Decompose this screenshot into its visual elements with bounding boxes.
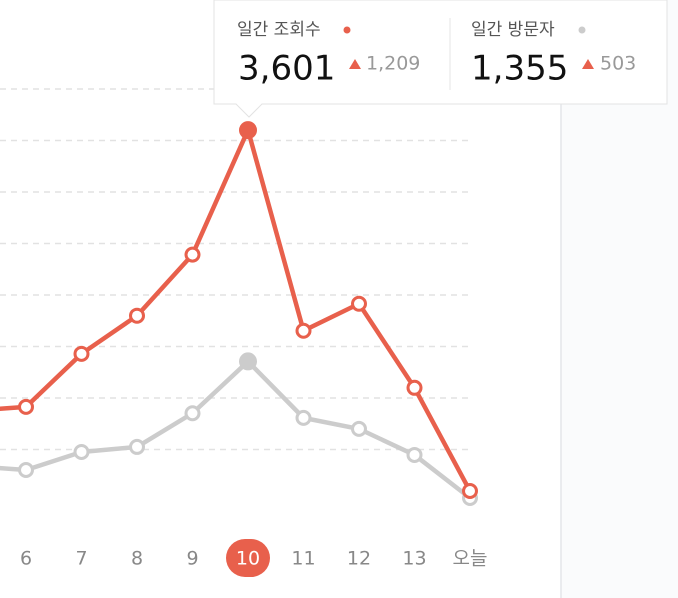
point bbox=[184, 246, 201, 263]
tooltip-value: 3,601 bbox=[238, 49, 335, 89]
x-tick-label: 오늘 bbox=[453, 548, 488, 570]
tooltip-label: 일간 방문자 bbox=[471, 20, 555, 40]
point bbox=[351, 295, 367, 312]
point bbox=[129, 438, 145, 455]
tooltip-dot bbox=[343, 26, 351, 34]
point bbox=[18, 398, 34, 415]
point bbox=[406, 379, 423, 396]
tooltip-dot bbox=[578, 26, 586, 34]
x-tick-label: 10 bbox=[236, 548, 260, 570]
tooltip-change: 1,209 bbox=[366, 53, 420, 75]
point bbox=[295, 409, 312, 426]
point bbox=[184, 405, 201, 422]
point bbox=[239, 352, 257, 371]
x-tick-label: 13 bbox=[402, 548, 426, 570]
x-tick-label: 8 bbox=[131, 548, 143, 570]
up-arrow bbox=[349, 59, 361, 69]
tooltip: 일간 조회수 3,601 1,209 일간 방문자 1,355 503 bbox=[213, 0, 668, 118]
point bbox=[295, 322, 312, 339]
x-tick-label: 9 bbox=[186, 548, 198, 570]
point bbox=[129, 307, 145, 324]
point bbox=[18, 461, 34, 478]
tooltip-label: 일간 조회수 bbox=[237, 20, 321, 40]
point bbox=[462, 483, 478, 500]
point bbox=[239, 121, 257, 140]
tooltip-value: 1,355 bbox=[471, 49, 568, 89]
point bbox=[73, 345, 90, 362]
tooltip-change: 503 bbox=[600, 53, 636, 75]
x-highlight bbox=[226, 539, 270, 577]
point bbox=[73, 443, 90, 460]
up-arrow bbox=[582, 59, 594, 69]
tooltip-box bbox=[213, 0, 668, 118]
series-line bbox=[0, 127, 472, 493]
x-tick-label: 6 bbox=[20, 548, 32, 570]
point bbox=[351, 420, 367, 437]
point bbox=[406, 446, 423, 463]
x-tick-label: 7 bbox=[75, 548, 87, 570]
x-tick-label: 12 bbox=[347, 548, 371, 570]
series-line bbox=[0, 359, 472, 500]
x-tick-label: 11 bbox=[291, 548, 315, 570]
